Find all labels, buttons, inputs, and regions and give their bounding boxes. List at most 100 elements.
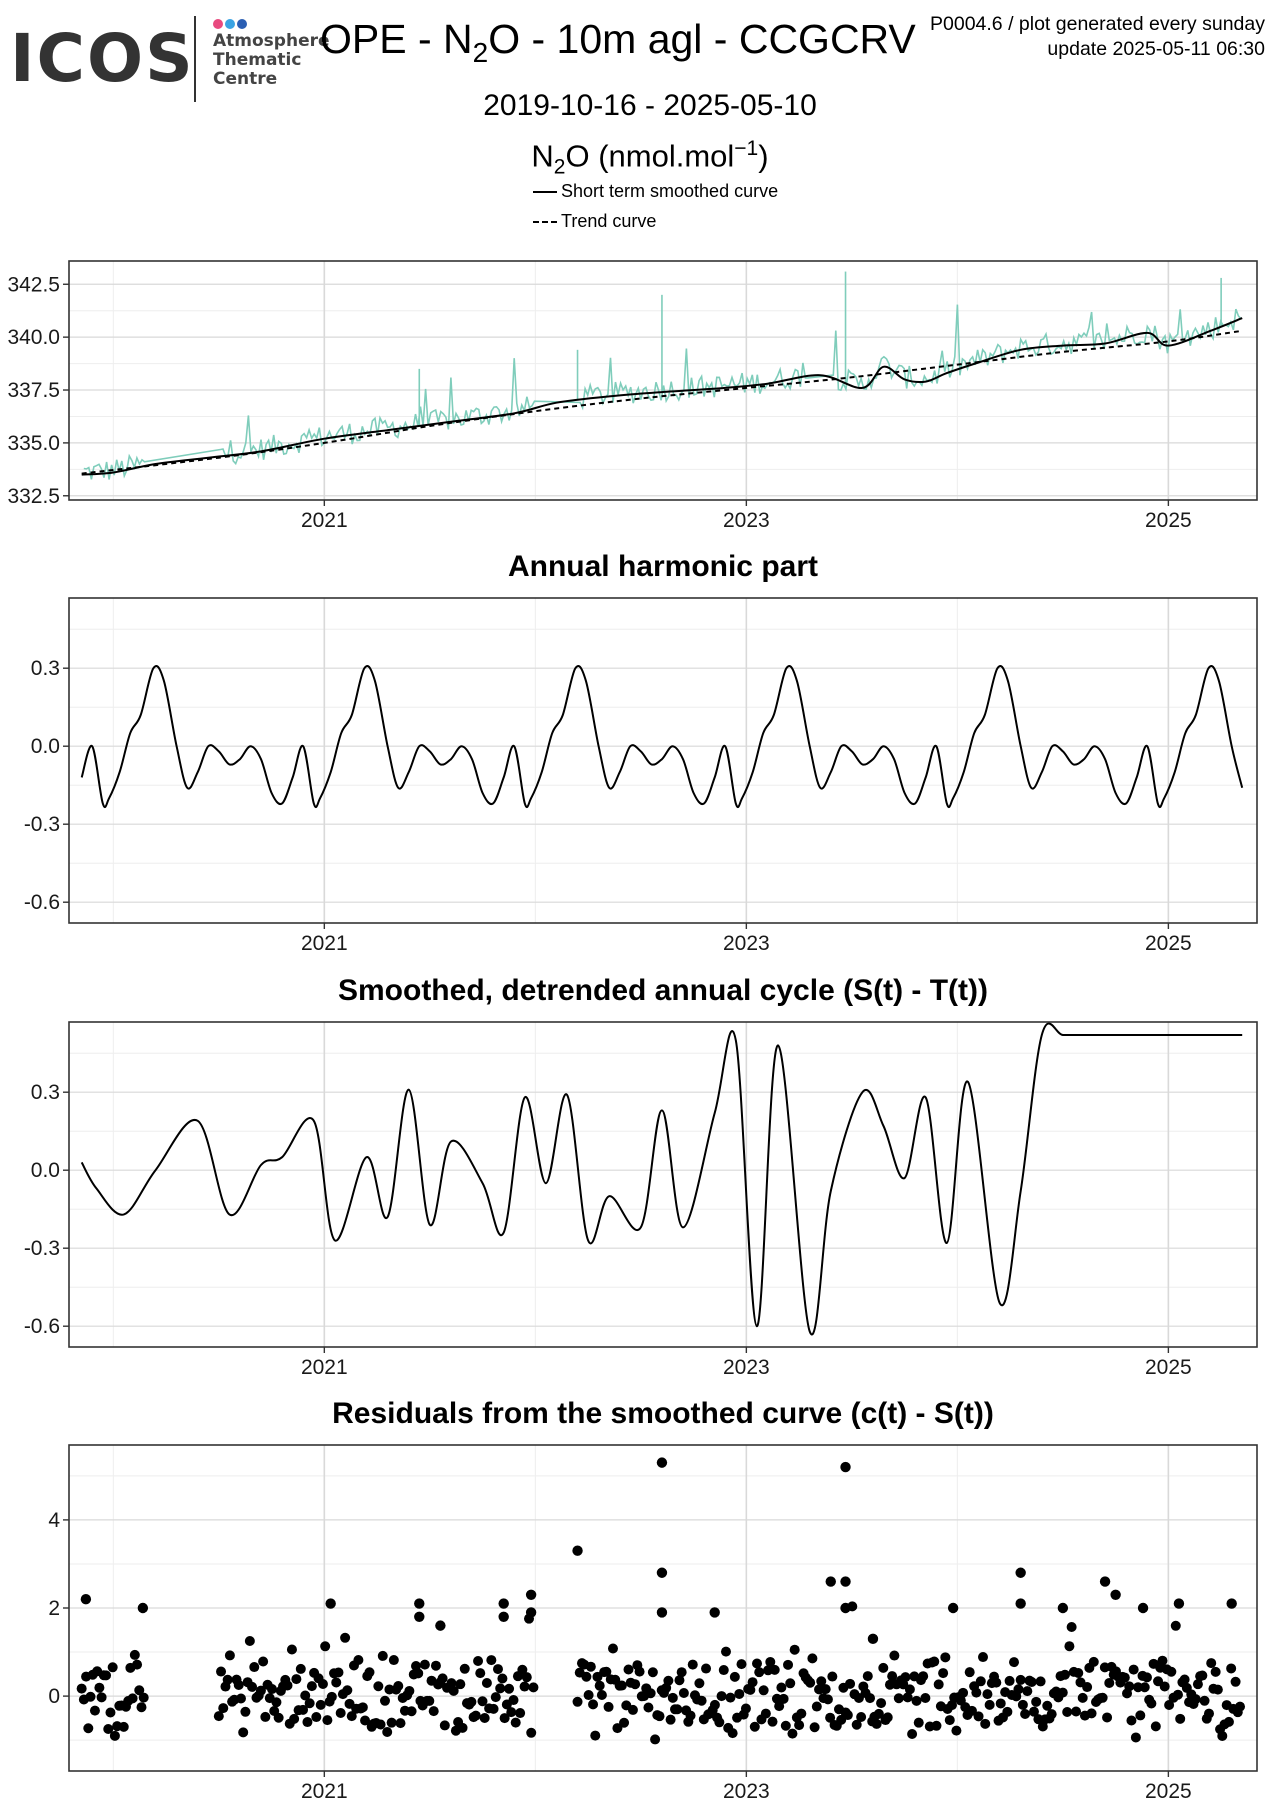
residual-point — [1004, 1675, 1015, 1686]
dashed-line-swatch — [533, 221, 557, 224]
panel-frame — [68, 1021, 1258, 1348]
residual-point — [982, 1689, 993, 1700]
residual-point — [650, 1734, 661, 1745]
residual-point — [340, 1632, 351, 1643]
page-title: OPE - N2O - 10m agl - CCGCRV — [320, 16, 916, 69]
residual-point — [80, 1593, 92, 1605]
residual-point — [594, 1680, 605, 1691]
residual-point — [419, 1659, 430, 1670]
residual-point — [129, 1649, 140, 1660]
residual-point — [216, 1666, 227, 1677]
residual-point — [1190, 1694, 1201, 1705]
residual-point — [96, 1692, 107, 1703]
residual-point — [978, 1652, 989, 1663]
residual-point — [497, 1673, 508, 1684]
residual-point — [778, 1693, 789, 1704]
residual-point — [459, 1663, 470, 1674]
residual-point — [929, 1656, 940, 1667]
residual-point — [783, 1659, 794, 1670]
residual-point — [1217, 1730, 1228, 1741]
chart-panel-concentration: 332.5 335.0 337.5 340.0 342.5 2021 2023 2025 — [7, 260, 1258, 532]
residual-point — [222, 1674, 233, 1685]
residual-point — [475, 1668, 486, 1679]
residual-point — [940, 1652, 951, 1663]
residual-point — [506, 1707, 517, 1718]
residual-point — [789, 1644, 800, 1655]
residual-point — [137, 1602, 149, 1614]
residual-point — [1082, 1682, 1093, 1693]
residual-point — [745, 1684, 756, 1695]
residual-point — [1064, 1641, 1075, 1652]
residual-point — [1146, 1698, 1157, 1709]
residual-point — [623, 1664, 634, 1675]
residual-point — [845, 1678, 856, 1689]
meta-line-update: update 2025-05-11 06:30 — [1047, 38, 1265, 60]
residual-point — [353, 1654, 364, 1665]
residual-point — [1071, 1706, 1082, 1717]
residual-point — [911, 1695, 922, 1706]
residual-point — [377, 1650, 388, 1661]
residual-point — [1086, 1708, 1097, 1719]
residual-point — [674, 1675, 685, 1686]
residual-point — [656, 1457, 668, 1468]
smoothed-curve — [81, 317, 1243, 476]
residual-point — [76, 1683, 87, 1694]
residual-point — [740, 1703, 751, 1714]
residual-point — [1119, 1672, 1130, 1683]
residual-point — [1164, 1699, 1175, 1710]
residual-point — [933, 1679, 944, 1690]
residual-point — [430, 1660, 441, 1671]
residual-point — [716, 1691, 727, 1702]
residual-point — [596, 1690, 607, 1701]
residual-point — [1013, 1684, 1024, 1695]
residual-point — [807, 1653, 818, 1664]
y-tick-label: -0.3 — [24, 813, 60, 836]
residual-point — [607, 1643, 618, 1654]
x-tick-label: 2023 — [723, 509, 770, 532]
residual-point — [103, 1724, 114, 1735]
residual-point — [499, 1713, 510, 1724]
residual-point — [767, 1716, 778, 1727]
residual-point — [840, 1461, 851, 1473]
x-tick-label: 2021 — [301, 932, 348, 955]
residual-point — [572, 1545, 583, 1556]
logo-subtitle: Atmosphere Thematic Centre — [213, 31, 330, 89]
residual-point — [729, 1671, 740, 1682]
y-tick-label: 0.0 — [31, 1159, 60, 1182]
residual-point — [138, 1692, 149, 1703]
residual-point — [1110, 1589, 1121, 1600]
residual-point — [758, 1685, 769, 1696]
residual-point — [1059, 1669, 1070, 1680]
residual-point — [1057, 1602, 1069, 1614]
residual-point — [931, 1720, 942, 1731]
residual-point — [393, 1681, 404, 1692]
residual-point — [918, 1671, 929, 1682]
residual-point — [255, 1685, 266, 1696]
residual-point — [519, 1681, 530, 1692]
residual-point — [1199, 1695, 1210, 1706]
residual-point — [335, 1707, 346, 1718]
residual-point — [424, 1695, 435, 1706]
date-range: 2019-10-16 - 2025-05-10 — [483, 89, 817, 122]
y-tick-label: 2 — [48, 1597, 60, 1620]
residual-point — [882, 1712, 893, 1723]
residual-point — [486, 1655, 497, 1666]
y-tick-label: 0 — [48, 1685, 60, 1708]
residual-point — [1099, 1576, 1111, 1587]
residual-point — [317, 1678, 328, 1689]
residual-point — [244, 1636, 255, 1647]
harmonic-curve — [80, 665, 1244, 808]
plot-area — [80, 665, 1244, 808]
residual-point — [809, 1722, 820, 1733]
residual-point — [488, 1703, 499, 1714]
residual-point — [298, 1704, 309, 1715]
residual-point — [794, 1720, 805, 1731]
residual-point — [1009, 1657, 1020, 1668]
y-tick-label: 0.0 — [31, 735, 60, 758]
residual-point — [517, 1664, 528, 1675]
residual-point — [395, 1718, 406, 1729]
residual-point — [904, 1684, 915, 1695]
residual-point — [373, 1681, 384, 1692]
residual-point — [1206, 1658, 1217, 1669]
residual-point — [479, 1713, 490, 1724]
